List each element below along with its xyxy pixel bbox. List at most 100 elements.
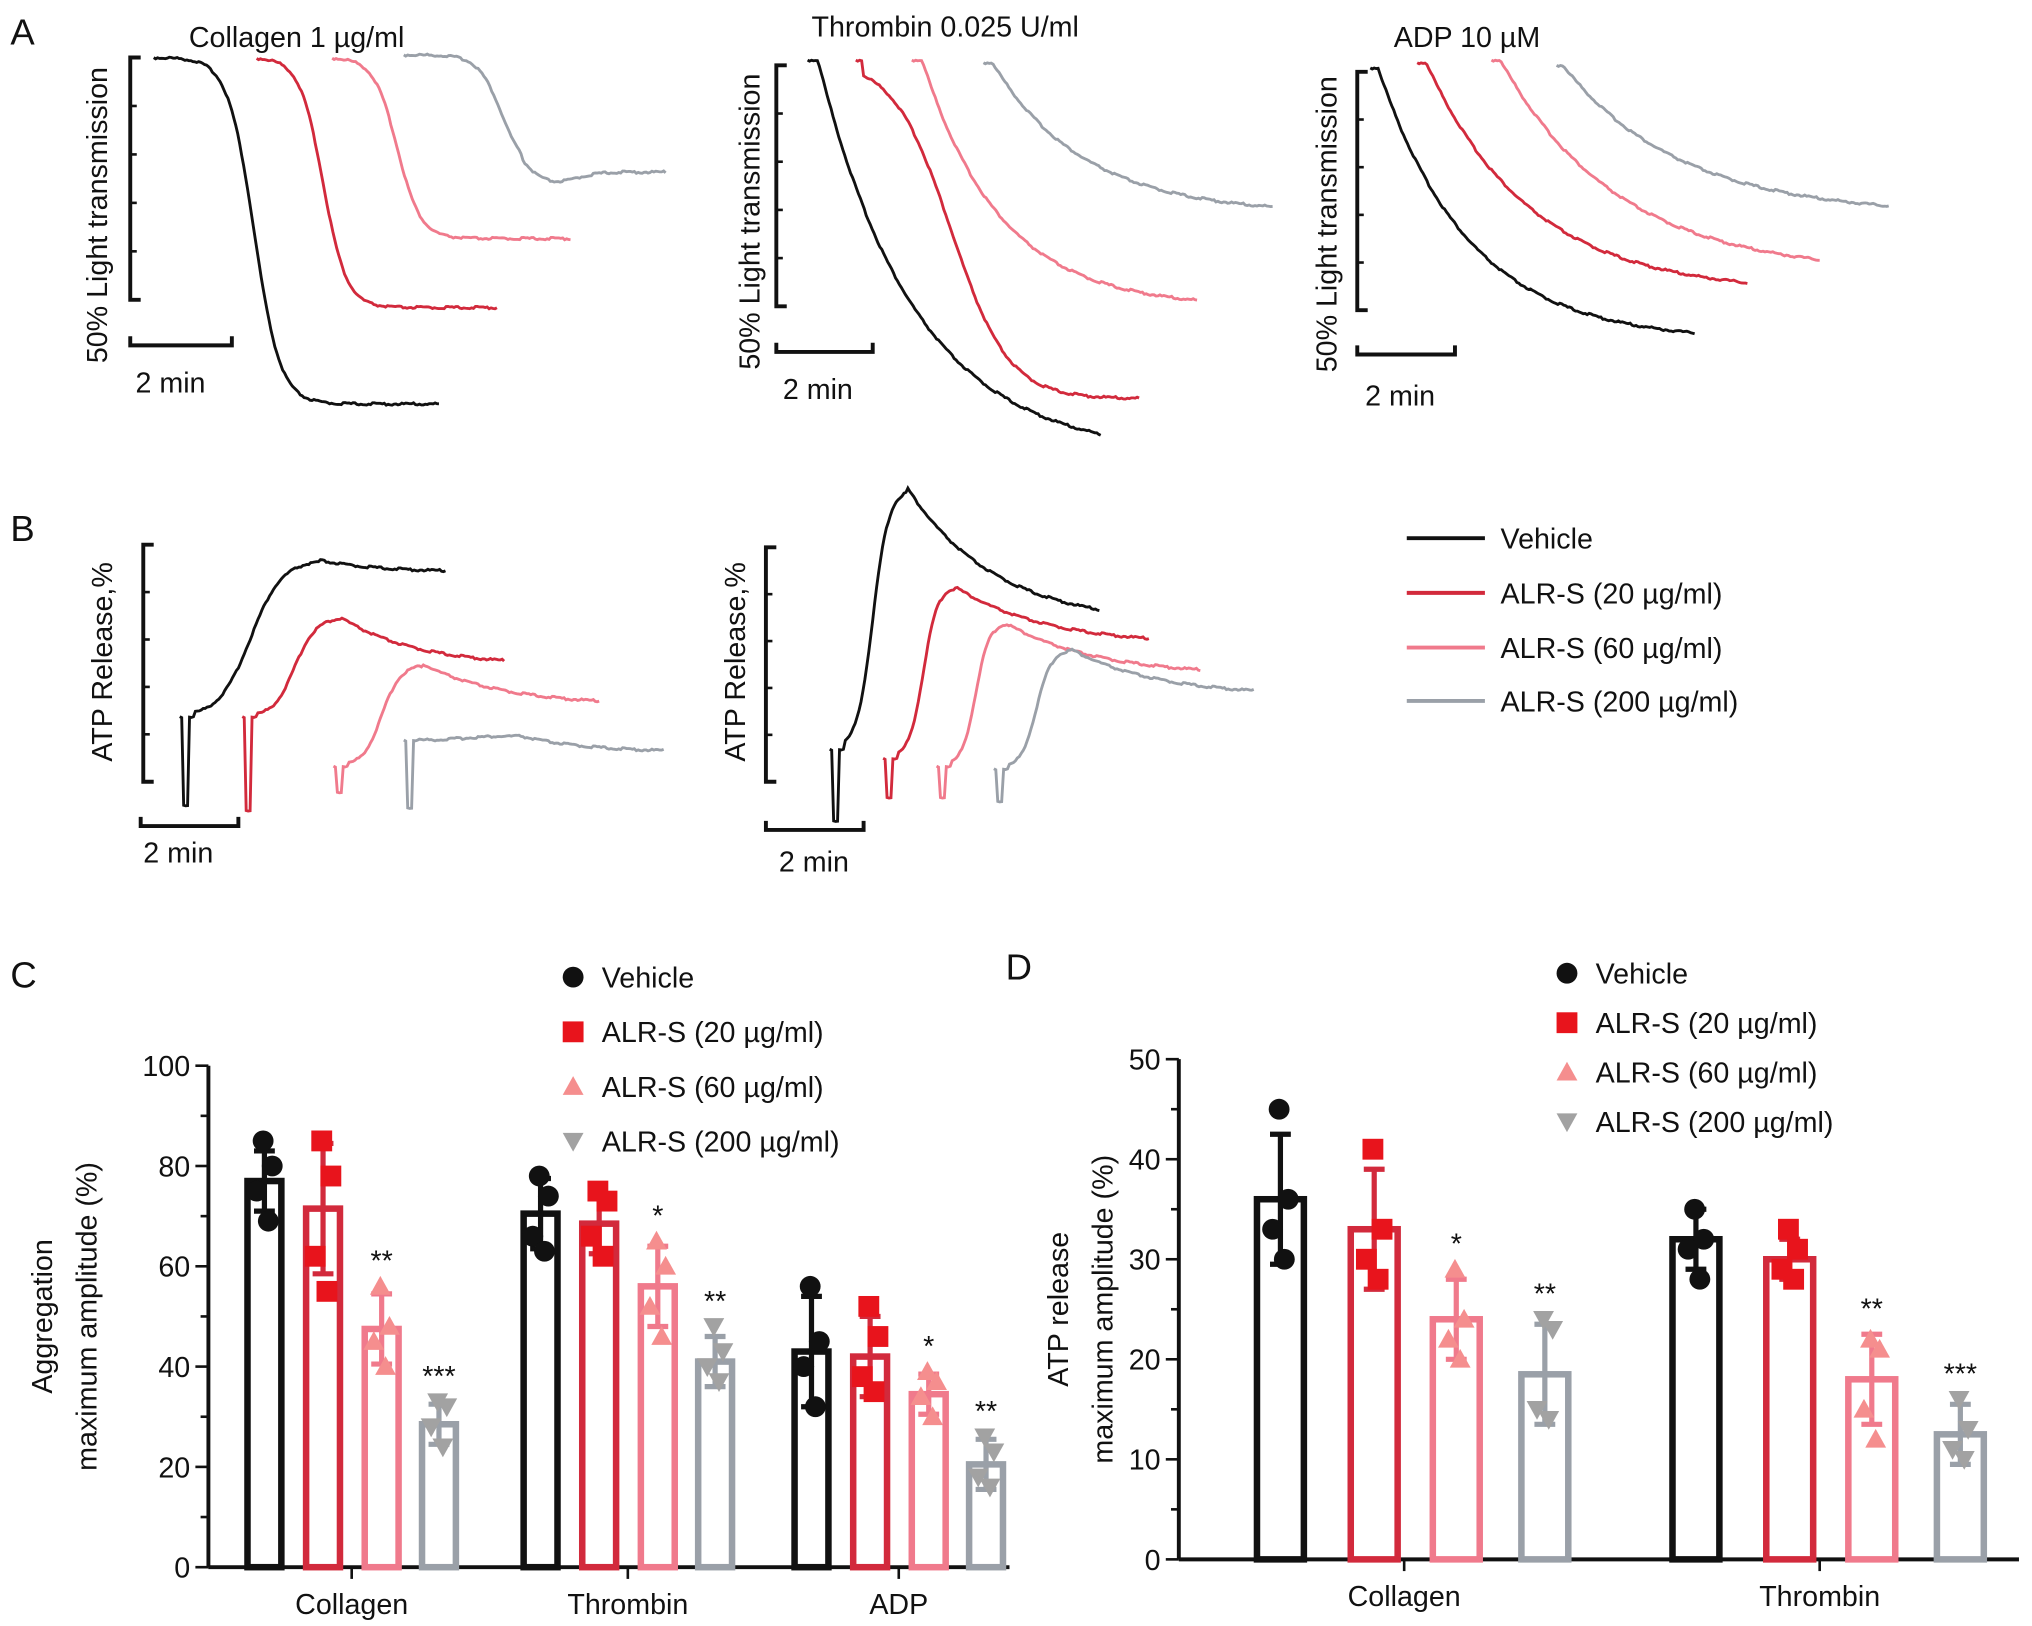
bar-vehicle [520,1210,561,1571]
bar-alr200 [694,1358,736,1571]
significance-label: ** [975,1396,997,1428]
bar-alr20 [1763,1256,1817,1563]
data-point [522,1225,544,1247]
y-tick-label: 0 [174,1553,190,1585]
data-point [1542,1320,1564,1340]
data-point [867,1326,889,1347]
trace-alr60 [331,56,571,242]
legend-label-alr200: ALR-S (200 µg/ml) [1596,1107,1834,1139]
trace-alr200 [403,733,665,810]
data-point [1355,1248,1377,1270]
data-point [696,1358,718,1378]
b1-scalebar-label: 2 min [143,837,213,869]
trace-vehicle [829,485,1100,823]
legend-marker-alr200 [562,1132,584,1152]
y-scale-bracket [774,63,787,309]
data-point [420,1418,442,1438]
data-point [1853,1398,1875,1418]
legend-label-vehicle: Vehicle [1596,959,1688,991]
y-tick-label: 60 [158,1252,190,1284]
y-tick-label: 40 [1129,1145,1161,1177]
time-scale-bar [128,336,234,348]
legend-marker-alr200 [1556,1113,1578,1133]
data-point [596,1190,618,1212]
trace-alr200 [403,52,667,184]
data-point [320,1165,342,1187]
a3-ylabel: 50% Light transmission [1311,76,1343,372]
data-point [537,1185,559,1207]
trace-alr20 [1416,61,1748,285]
b1-ylabel: ATP Release,% [87,562,119,762]
data-point [1262,1218,1284,1240]
data-point [655,1255,677,1275]
y-tick-label: 10 [1129,1445,1161,1477]
data-point [639,1295,661,1315]
data-point [1948,1390,1970,1410]
data-point [246,1180,268,1202]
data-point [375,1356,396,1375]
data-point [528,1165,550,1187]
significance-label: ** [371,1246,393,1278]
data-point [1533,1310,1554,1330]
y-tick-label: 0 [1145,1545,1161,1577]
x-tick-label: Thrombin [567,1589,688,1621]
y-axis-label: Aggregation [27,1239,59,1393]
data-point [1783,1268,1805,1290]
panel-label-b: B [10,508,34,549]
data-point [1362,1138,1384,1160]
data-point [316,1280,338,1302]
data-point [917,1361,938,1380]
a1-title: Collagen 1 µg/ml [189,22,405,54]
legend-marker-alr60 [562,1076,584,1095]
legend-label-vehicle: Vehicle [602,963,694,995]
data-point [863,1381,885,1403]
time-scale-bar [763,820,866,832]
data-point [1449,1348,1471,1368]
data-point [708,1373,730,1393]
trace-alr20 [855,58,1140,401]
data-point [1689,1268,1711,1290]
trace-alr60 [332,663,600,795]
time-scale-bar [1355,345,1457,357]
data-point [311,1130,333,1152]
legend-label-alr20: ALR-S (20 µg/ml) [1501,578,1723,610]
legend-label-alr20: ALR-S (20 µg/ml) [602,1017,824,1049]
legend-marker-alr20 [562,1021,584,1043]
legend-label-alr20: ALR-S (20 µg/ml) [1596,1008,1818,1040]
bar-alr20 [578,1220,620,1571]
y-axis-label: maximum amplitude (%) [71,1162,103,1471]
data-point [804,1396,826,1418]
trace-alr60 [911,58,1198,302]
data-point [1453,1308,1475,1328]
data-point [1953,1450,1975,1470]
y-scale-bracket [128,55,141,302]
significance-label: * [1451,1229,1462,1261]
data-point [1538,1410,1560,1430]
data-point [257,1210,279,1232]
panel-label-c: C [10,955,36,996]
data-point [799,1275,821,1297]
significance-label: *** [1944,1359,1977,1391]
a2-ylabel: 50% Light transmission [734,74,766,370]
bar-vehicle [244,1177,285,1571]
y-tick-label: 20 [1129,1345,1161,1377]
data-point [1865,1428,1887,1448]
a3-scalebar-label: 2 min [1365,380,1435,412]
y-tick-label: 30 [1129,1245,1161,1277]
y-tick-label: 100 [142,1051,190,1083]
data-point [703,1318,725,1337]
y-axis-label: ATP release [1043,1232,1075,1387]
data-point [1860,1328,1881,1348]
legend-label-alr60: ALR-S (60 µg/ml) [602,1072,824,1104]
chart-d: 0 10 20 30 40 50 ATP release maximum amplitude … [1043,959,2019,1613]
legend-label-alr60: ALR-S (60 µg/ml) [1501,633,1723,665]
a1-scalebar-label: 2 min [135,367,205,399]
data-point [427,1393,449,1413]
trace-alr20 [241,616,506,813]
data-point [1778,1218,1799,1240]
data-point [432,1438,454,1458]
significance-label: ** [1534,1279,1556,1311]
trace-vehicle [1369,66,1696,336]
data-point [926,1371,947,1390]
